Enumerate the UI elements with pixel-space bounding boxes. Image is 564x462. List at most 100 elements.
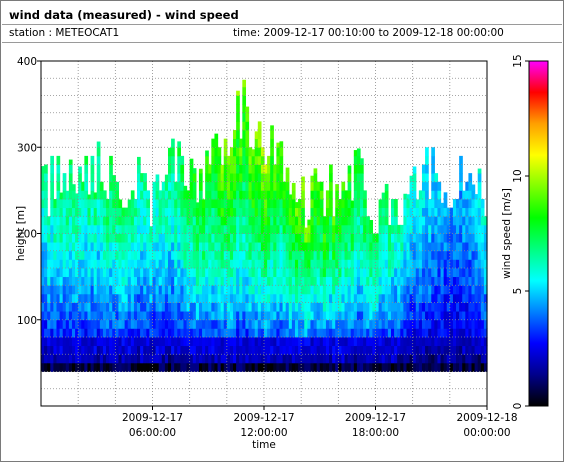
heatmap-cell: [406, 285, 411, 295]
heatmap-cell: [301, 268, 305, 278]
heatmap-cell: [369, 259, 374, 269]
heatmap-cell: [449, 233, 454, 243]
heatmap-cell: [171, 155, 175, 165]
heatmap-cell: [242, 216, 247, 226]
heatmap-cell: [90, 337, 95, 347]
x-tick-label-time: 00:00:00: [463, 427, 510, 439]
heatmap-cell: [56, 250, 61, 260]
heatmap-cell: [462, 190, 466, 200]
heatmap-cell: [425, 285, 429, 295]
heatmap-cell: [81, 207, 85, 217]
heatmap-cell: [415, 242, 420, 252]
heatmap-cell: [78, 311, 82, 321]
heatmap-cell: [285, 345, 290, 355]
heatmap-cell: [400, 276, 404, 286]
heatmap-cell: [130, 362, 135, 372]
heatmap-cell: [99, 328, 104, 338]
heatmap-cell: [41, 181, 45, 191]
heatmap-cell: [412, 362, 417, 372]
heatmap-cell: [369, 302, 374, 312]
heatmap-cell: [44, 328, 48, 338]
heatmap-cell: [245, 362, 250, 372]
heatmap-cell: [270, 199, 274, 209]
heatmap-cell: [285, 293, 290, 303]
heatmap-cell: [152, 362, 157, 372]
heatmap-cell: [229, 328, 234, 338]
heatmap-cell: [276, 345, 281, 355]
heatmap-cell: [434, 293, 439, 303]
heatmap-cell: [412, 259, 417, 269]
heatmap-cell: [456, 319, 460, 329]
heatmap-cell: [428, 242, 432, 252]
heatmap-cell: [214, 224, 219, 234]
heatmap-cell: [344, 293, 349, 303]
heatmap-cell: [294, 202, 299, 209]
heatmap-cell: [279, 319, 284, 329]
heatmap-cell: [282, 181, 287, 191]
heatmap-cell: [406, 302, 411, 312]
heatmap-cell: [254, 362, 259, 372]
heatmap-cell: [189, 224, 194, 234]
heatmap-cell: [468, 181, 473, 191]
heatmap-cell: [146, 319, 151, 329]
heatmap-cell: [84, 155, 89, 165]
heatmap-cell: [68, 337, 73, 347]
heatmap-cell: [109, 268, 113, 278]
heatmap-cell: [375, 268, 380, 278]
heatmap-cell: [220, 173, 225, 183]
heatmap-cell: [137, 311, 141, 321]
heatmap-cell: [384, 268, 389, 278]
heatmap-cell: [44, 164, 48, 174]
heatmap-cell: [186, 242, 191, 252]
heatmap-cell: [171, 259, 175, 269]
heatmap-cell: [158, 328, 163, 338]
heatmap-cell: [294, 224, 299, 234]
heatmap-cell: [189, 190, 194, 200]
heatmap-cell: [390, 268, 395, 278]
heatmap-cell: [161, 293, 166, 303]
heatmap-cell: [465, 259, 470, 269]
heatmap-cell: [53, 233, 58, 243]
heatmap-cell: [71, 250, 76, 260]
heatmap-cell: [310, 250, 315, 260]
heatmap-cell: [251, 224, 256, 234]
heatmap-cell: [260, 293, 265, 303]
heatmap-cell: [239, 181, 243, 191]
heatmap-cell: [164, 276, 169, 286]
heatmap-cell: [233, 268, 237, 278]
heatmap-cell: [217, 319, 222, 329]
heatmap-cell: [298, 302, 302, 312]
heatmap-cell: [93, 259, 98, 269]
heatmap-cell: [431, 345, 435, 355]
heatmap-cell: [285, 328, 290, 338]
heatmap-cell: [198, 354, 203, 364]
heatmap-cell: [115, 259, 120, 269]
heatmap-cell: [347, 173, 352, 183]
heatmap-cell: [229, 345, 234, 355]
heatmap-cell: [239, 285, 243, 295]
x-axis: 2009-12-1706:00:002009-12-1712:00:002009…: [122, 406, 518, 439]
heatmap-cell: [211, 362, 216, 372]
heatmap-cell: [344, 337, 349, 347]
heatmap-cell: [143, 250, 147, 260]
heatmap-cell: [90, 268, 95, 278]
heatmap-cell: [96, 181, 101, 191]
heatmap-cell: [248, 199, 253, 209]
heatmap-cell: [78, 233, 82, 243]
heatmap-cell: [205, 354, 209, 364]
heatmap-cell: [208, 199, 212, 209]
heatmap-cell: [177, 155, 181, 165]
heatmap-cell: [452, 268, 457, 278]
heatmap-cell: [143, 181, 147, 191]
heatmap-cell: [307, 302, 312, 312]
heatmap-cell: [180, 173, 185, 183]
heatmap-cell: [415, 311, 420, 321]
heatmap-cell: [387, 285, 392, 295]
heatmap-cell: [456, 285, 460, 295]
heatmap-cell: [468, 328, 473, 338]
heatmap-cell: [322, 319, 327, 329]
heatmap-cell: [155, 224, 160, 234]
heatmap-cell: [347, 293, 352, 303]
heatmap-cell: [229, 337, 234, 347]
heatmap-cell: [462, 259, 466, 269]
